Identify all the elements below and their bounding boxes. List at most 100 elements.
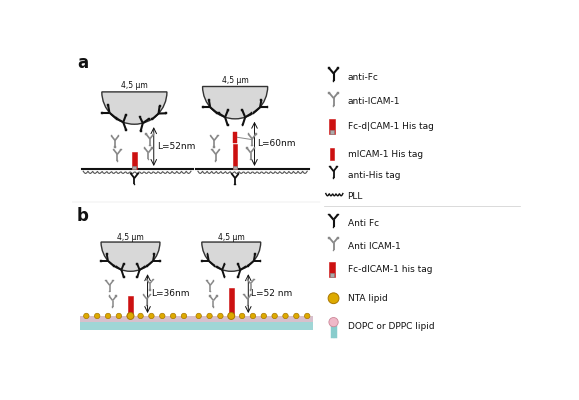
- Bar: [231, 173, 232, 174]
- Circle shape: [105, 313, 111, 319]
- Bar: [146, 265, 148, 266]
- Bar: [112, 306, 113, 308]
- Bar: [233, 132, 237, 143]
- Bar: [333, 226, 335, 228]
- Bar: [241, 110, 243, 111]
- Bar: [202, 106, 204, 108]
- Bar: [259, 260, 261, 262]
- Text: Anti Fc: Anti Fc: [347, 219, 379, 228]
- Bar: [149, 294, 151, 295]
- Text: anti-ICAM-1: anti-ICAM-1: [347, 97, 400, 106]
- Circle shape: [160, 313, 165, 319]
- Bar: [206, 280, 208, 282]
- Circle shape: [328, 293, 339, 304]
- Bar: [243, 294, 245, 295]
- Text: Anti ICAM-1: Anti ICAM-1: [347, 242, 400, 251]
- Bar: [248, 134, 249, 135]
- Bar: [101, 112, 103, 114]
- Bar: [151, 147, 153, 149]
- Bar: [201, 260, 203, 262]
- Bar: [144, 266, 146, 267]
- Circle shape: [207, 313, 212, 319]
- Bar: [328, 68, 330, 69]
- Bar: [144, 147, 145, 149]
- Bar: [251, 145, 253, 146]
- Bar: [159, 105, 160, 107]
- Circle shape: [127, 313, 133, 319]
- Bar: [116, 118, 118, 120]
- Bar: [333, 177, 334, 179]
- Bar: [115, 117, 117, 119]
- Bar: [250, 289, 251, 291]
- Bar: [213, 280, 214, 282]
- Text: L=36nm: L=36nm: [151, 289, 189, 298]
- Bar: [329, 166, 331, 167]
- Circle shape: [170, 313, 176, 319]
- Bar: [137, 173, 138, 174]
- Bar: [251, 112, 252, 114]
- Bar: [216, 112, 218, 114]
- Circle shape: [294, 313, 299, 319]
- Circle shape: [305, 313, 310, 319]
- Bar: [207, 254, 208, 255]
- Bar: [223, 276, 225, 278]
- Bar: [153, 254, 155, 255]
- Bar: [227, 110, 229, 111]
- Text: Fc-dICAM-1 his tag: Fc-dICAM-1 his tag: [347, 265, 432, 274]
- Bar: [224, 263, 225, 264]
- Bar: [266, 106, 269, 108]
- Bar: [146, 305, 148, 306]
- Text: DOPC or DPPC lipid: DOPC or DPPC lipid: [347, 322, 434, 331]
- Bar: [252, 112, 254, 114]
- Bar: [132, 152, 137, 169]
- Bar: [153, 278, 154, 280]
- Bar: [254, 278, 255, 280]
- Bar: [148, 118, 150, 120]
- Bar: [227, 124, 229, 126]
- Bar: [215, 266, 217, 267]
- Bar: [125, 129, 127, 131]
- Bar: [247, 278, 248, 280]
- Bar: [328, 214, 330, 216]
- Bar: [333, 80, 335, 82]
- Bar: [329, 273, 334, 278]
- Bar: [210, 135, 211, 136]
- Bar: [165, 112, 167, 114]
- Bar: [255, 134, 256, 135]
- Bar: [149, 145, 151, 146]
- Bar: [113, 265, 115, 266]
- Bar: [209, 296, 211, 297]
- Bar: [149, 289, 151, 291]
- Bar: [336, 166, 338, 167]
- Bar: [114, 146, 116, 148]
- Bar: [137, 276, 138, 278]
- Circle shape: [196, 313, 201, 319]
- Bar: [337, 68, 339, 69]
- Bar: [214, 146, 215, 148]
- Circle shape: [116, 313, 122, 319]
- Bar: [211, 149, 213, 150]
- Text: b: b: [77, 207, 89, 225]
- Circle shape: [127, 312, 134, 320]
- Circle shape: [228, 312, 234, 320]
- Bar: [108, 296, 110, 297]
- Bar: [238, 173, 239, 174]
- Wedge shape: [202, 242, 261, 271]
- Bar: [337, 214, 339, 216]
- Bar: [333, 105, 335, 106]
- Circle shape: [272, 313, 277, 319]
- Wedge shape: [101, 242, 160, 271]
- Circle shape: [261, 313, 266, 319]
- Bar: [192, 316, 313, 330]
- Circle shape: [181, 313, 186, 319]
- Bar: [80, 316, 192, 322]
- Bar: [246, 147, 248, 149]
- Bar: [134, 184, 135, 185]
- Bar: [106, 254, 108, 255]
- Bar: [250, 294, 252, 295]
- Circle shape: [283, 313, 288, 319]
- Bar: [331, 148, 334, 160]
- Bar: [210, 291, 211, 292]
- Text: L=60nm: L=60nm: [258, 139, 296, 148]
- Circle shape: [218, 313, 223, 319]
